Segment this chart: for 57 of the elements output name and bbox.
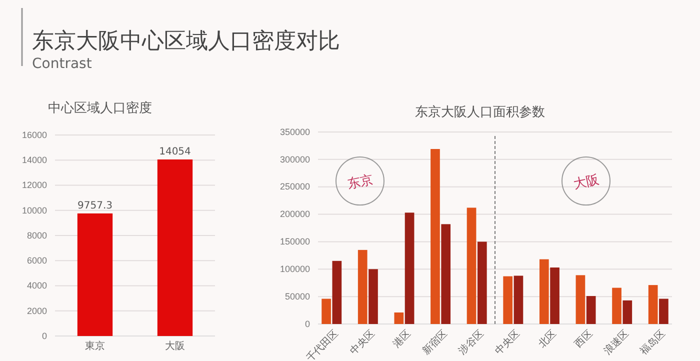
x-tick-label: 西区 [573, 328, 595, 350]
y-tick-label: 200000 [280, 209, 310, 220]
data-label: 14054 [159, 146, 191, 158]
chart-title: 中心区域人口密度 [48, 100, 152, 116]
annotation: 大阪 [572, 172, 601, 193]
x-tick-label: 北区 [536, 328, 559, 350]
y-tick-label: 12000 [22, 180, 47, 190]
bar [514, 276, 524, 324]
bar [322, 298, 331, 324]
x-tick-label: 港区 [390, 328, 414, 350]
y-tick-label: 10000 [22, 205, 47, 216]
y-tick-label: 0 [42, 330, 47, 341]
data-label: 9757.3 [78, 200, 112, 212]
bar [576, 275, 586, 324]
y-tick-label: 16000 [22, 130, 47, 140]
x-tick-label: 大阪 [165, 340, 185, 352]
x-tick-label: 涉谷区 [456, 328, 486, 358]
y-tick-label: 4000 [26, 280, 47, 291]
text: 东京大阪中心区域人口密度对比 [32, 29, 340, 54]
bar [659, 298, 668, 324]
y-tick-label: 6000 [26, 256, 47, 266]
y-tick-label: 14000 [22, 155, 47, 166]
bar [441, 224, 451, 324]
bar [368, 269, 378, 324]
bar [586, 296, 596, 324]
bar [404, 212, 414, 324]
y-tick-label: 100000 [280, 264, 310, 274]
bar [550, 267, 560, 324]
bar [648, 285, 658, 324]
y-tick-label: 0 [304, 318, 310, 329]
y-tick-label: 8000 [26, 230, 47, 240]
bar [612, 288, 622, 324]
bar [539, 259, 549, 324]
y-tick-label: 350000 [280, 126, 310, 137]
bar [503, 276, 513, 324]
chart-title: 东京大阪人口面积参数 [415, 105, 545, 120]
x-tick-label: 東京 [85, 340, 105, 352]
bar [394, 312, 404, 324]
bar [430, 149, 440, 324]
bar [622, 300, 632, 324]
x-tick-label: 新宿区 [420, 328, 450, 358]
y-tick-label: 250000 [280, 182, 310, 192]
x-tick-label: 浪速区 [602, 328, 632, 358]
bar [358, 250, 368, 324]
x-tick-label: 千代田区 [304, 328, 341, 361]
x-tick-label: 中央区 [492, 328, 522, 358]
bar [466, 208, 476, 324]
y-tick-label: 150000 [280, 236, 310, 247]
y-tick-label: 300000 [280, 154, 310, 164]
x-tick-label: 福岛区 [638, 328, 668, 358]
bar [477, 242, 487, 324]
y-tick-label: 2000 [26, 306, 47, 316]
bar [332, 260, 342, 324]
y-tick-label: 50000 [284, 291, 310, 302]
x-tick-label: 中央区 [347, 328, 378, 358]
annotation: 东京 [346, 172, 375, 193]
text: Contrast [32, 56, 92, 72]
